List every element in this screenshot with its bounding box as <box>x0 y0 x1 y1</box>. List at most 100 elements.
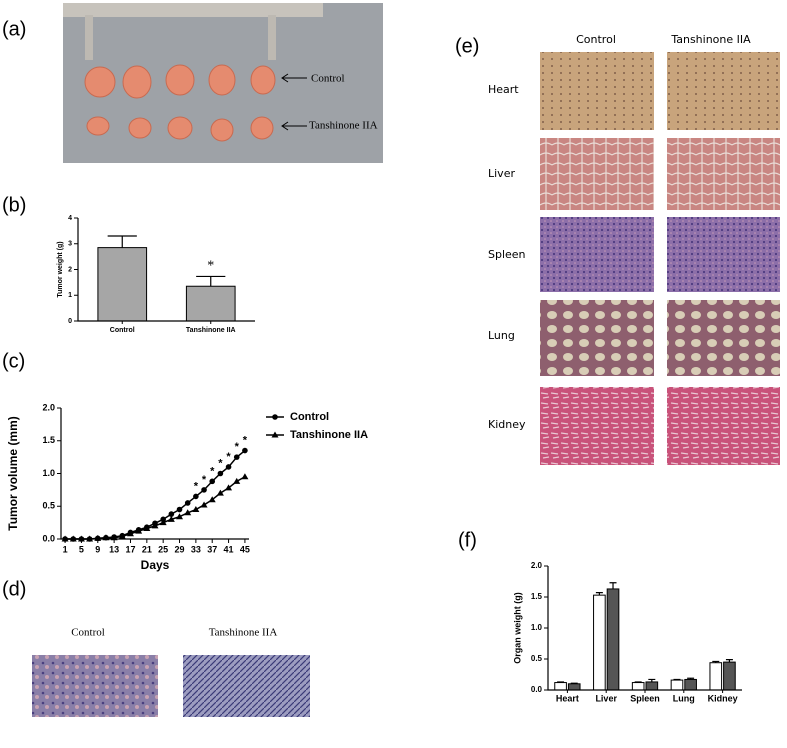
error-bar <box>595 592 603 596</box>
x-tick-label: 37 <box>207 544 217 554</box>
row-label: Lung <box>488 329 515 342</box>
x-tick-label: 33 <box>191 544 201 554</box>
y-tick-label: 0.0 <box>531 685 543 694</box>
annotation: * <box>218 457 223 469</box>
y-axis-title: Organ weight (g) <box>512 592 522 664</box>
bar <box>97 247 148 322</box>
bar <box>606 588 620 691</box>
row-label: Heart <box>488 83 519 96</box>
y-tick-label: 0.5 <box>531 654 543 663</box>
error-bar <box>570 682 578 684</box>
photo-label: Control <box>71 627 105 639</box>
y-axis-title: Tumor volume (mm) <box>6 416 20 530</box>
marker <box>193 493 199 500</box>
arrow <box>281 121 307 131</box>
marker <box>217 470 224 477</box>
marker <box>272 414 278 420</box>
x-tick-label: Heart <box>556 693 579 703</box>
error-bar <box>634 681 642 683</box>
x-axis-title: Days <box>141 558 170 572</box>
annotation: * <box>202 474 207 486</box>
x-tick-label: 1 <box>63 544 68 554</box>
bar <box>554 682 567 691</box>
marker <box>176 506 183 513</box>
marker <box>184 500 191 506</box>
photo-label: Tanshinone IIA <box>209 627 278 639</box>
y-tick-label: 0 <box>68 318 72 325</box>
bar <box>645 681 659 691</box>
marker <box>168 511 175 517</box>
y-tick-label: 1.0 <box>531 623 543 632</box>
x-tick-label: 25 <box>158 544 168 554</box>
marker <box>176 513 184 520</box>
row-label: Liver <box>488 167 515 180</box>
error-bar <box>673 678 681 681</box>
y-tick-label: 1 <box>68 292 72 299</box>
tumor <box>84 64 276 142</box>
histology-images <box>540 52 780 465</box>
panel-label: (f) <box>458 529 477 551</box>
y-tick-label: 0.0 <box>42 533 55 543</box>
marker <box>126 530 134 537</box>
y-tick-label: 1.5 <box>531 592 543 601</box>
x-tick-label: 9 <box>95 544 100 554</box>
error-bar <box>557 681 565 683</box>
marker <box>143 525 151 532</box>
legend-label: Control <box>290 411 329 423</box>
legend-label: Tanshinone IIA <box>290 429 368 441</box>
y-tick-label: 4 <box>68 215 72 222</box>
line <box>65 476 246 540</box>
y-tick-label: 2.0 <box>531 561 543 570</box>
row-label: Spleen <box>488 248 526 261</box>
bar <box>185 285 236 322</box>
marker <box>184 509 192 516</box>
annotation: * <box>207 259 214 274</box>
error-bar <box>712 660 720 663</box>
marker <box>118 532 126 539</box>
x-tick-label: Kidney <box>708 693 738 703</box>
x-tick-label: 45 <box>240 544 250 554</box>
column-header: Control <box>576 33 616 46</box>
marker <box>208 496 216 503</box>
panel-label: (a) <box>2 18 26 40</box>
y-tick-label: 3 <box>68 241 72 248</box>
panel-label: (e) <box>455 35 479 57</box>
x-tick-label: Lung <box>673 693 695 703</box>
marker <box>135 527 143 534</box>
panel-label: (c) <box>2 350 25 372</box>
panel-label: (b) <box>2 194 26 216</box>
x-tick-label: 21 <box>142 544 152 554</box>
marker <box>192 506 200 513</box>
y-tick-label: 1.0 <box>42 468 55 478</box>
y-tick-label: 2.0 <box>42 402 55 412</box>
marker <box>242 447 248 454</box>
y-tick-label: 2 <box>68 266 72 273</box>
row-label: Kidney <box>488 418 526 431</box>
error-bar <box>609 582 617 589</box>
x-tick-label: Control <box>110 327 135 334</box>
marker <box>209 478 216 485</box>
caliper <box>63 3 323 17</box>
marker <box>201 487 207 493</box>
photo <box>183 655 310 717</box>
marker <box>216 489 224 496</box>
bar <box>723 661 736 691</box>
x-tick-label: 17 <box>125 544 135 554</box>
x-tick-label: Spleen <box>630 693 660 703</box>
x-tick-label: 13 <box>109 544 119 554</box>
bar <box>684 678 697 691</box>
y-tick-label: 0.5 <box>42 501 55 511</box>
marker <box>200 501 208 508</box>
marker <box>225 484 233 491</box>
error-bar <box>687 677 695 680</box>
marker <box>271 431 279 438</box>
marker <box>167 515 175 522</box>
x-tick-label: Liver <box>595 693 617 703</box>
x-tick-label: 29 <box>175 544 185 554</box>
x-tick-label: 41 <box>224 544 234 554</box>
panel-label: (d) <box>2 578 26 600</box>
error-bar <box>725 659 733 663</box>
marker <box>225 464 232 470</box>
error-bar <box>196 275 226 287</box>
